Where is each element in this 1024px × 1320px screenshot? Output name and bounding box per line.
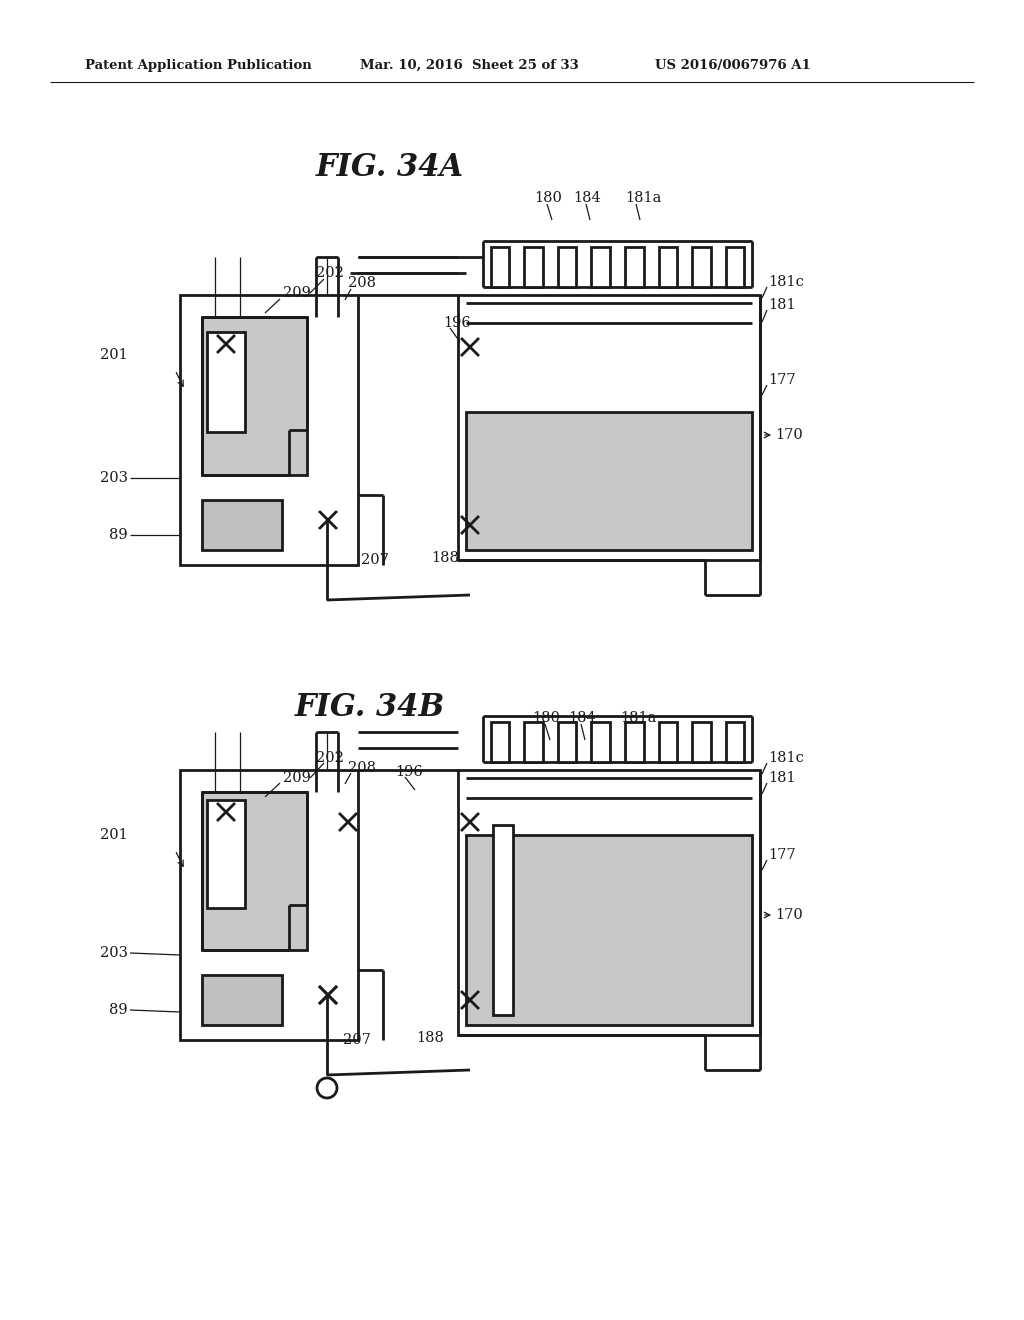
Bar <box>625 247 643 286</box>
Text: 180: 180 <box>532 711 560 725</box>
Bar <box>726 722 744 762</box>
Text: 170: 170 <box>775 908 803 921</box>
Bar <box>458 770 760 1035</box>
Text: 201: 201 <box>100 348 128 362</box>
Text: FIG. 34B: FIG. 34B <box>295 693 445 723</box>
Text: 89: 89 <box>110 528 128 543</box>
Bar <box>466 412 752 550</box>
Text: 203: 203 <box>100 946 128 960</box>
Text: 181c: 181c <box>768 751 804 766</box>
Bar <box>202 317 307 475</box>
Text: 207: 207 <box>343 1034 371 1047</box>
Bar <box>202 500 282 550</box>
Bar <box>207 800 245 908</box>
Text: 196: 196 <box>443 315 471 330</box>
Bar <box>466 836 752 1026</box>
Bar <box>207 333 245 432</box>
Bar <box>692 722 711 762</box>
Text: 180: 180 <box>535 191 562 205</box>
Bar <box>493 825 513 1015</box>
Bar <box>458 294 760 560</box>
Bar <box>466 412 752 550</box>
Text: 202: 202 <box>316 751 344 766</box>
Text: 202: 202 <box>316 267 344 280</box>
Text: 181: 181 <box>768 298 796 312</box>
Text: 188: 188 <box>431 550 459 565</box>
Bar <box>658 722 677 762</box>
Text: 177: 177 <box>768 374 796 387</box>
Text: 177: 177 <box>768 847 796 862</box>
Bar <box>592 247 610 286</box>
Text: 201: 201 <box>100 828 128 842</box>
Text: FIG. 34A: FIG. 34A <box>316 153 464 183</box>
Bar <box>466 836 752 1026</box>
Text: Mar. 10, 2016  Sheet 25 of 33: Mar. 10, 2016 Sheet 25 of 33 <box>360 58 579 71</box>
Text: 209: 209 <box>283 286 311 300</box>
Bar <box>558 247 577 286</box>
Text: 89: 89 <box>110 1003 128 1016</box>
Bar <box>180 294 358 565</box>
Bar <box>692 247 711 286</box>
Text: US 2016/0067976 A1: US 2016/0067976 A1 <box>655 58 811 71</box>
Text: 181c: 181c <box>768 275 804 289</box>
Bar <box>558 722 577 762</box>
Bar <box>202 792 307 950</box>
Text: 181a: 181a <box>625 191 662 205</box>
Bar <box>524 247 543 286</box>
Bar <box>658 247 677 286</box>
Bar <box>490 722 509 762</box>
Bar <box>490 247 509 286</box>
Text: 184: 184 <box>568 711 596 725</box>
Text: 207: 207 <box>361 553 389 568</box>
Bar <box>524 722 543 762</box>
Bar <box>180 770 358 1040</box>
Text: 170: 170 <box>775 428 803 442</box>
Text: Patent Application Publication: Patent Application Publication <box>85 58 311 71</box>
Bar <box>592 722 610 762</box>
Bar <box>625 722 643 762</box>
Text: 208: 208 <box>348 276 376 290</box>
Text: 181: 181 <box>768 771 796 785</box>
Text: 188: 188 <box>416 1031 444 1045</box>
Text: 209: 209 <box>283 771 311 785</box>
Text: 208: 208 <box>348 762 376 775</box>
Text: 181a: 181a <box>620 711 656 725</box>
Text: 203: 203 <box>100 471 128 484</box>
Text: 184: 184 <box>573 191 601 205</box>
Bar <box>202 975 282 1026</box>
Bar <box>726 247 744 286</box>
Text: 196: 196 <box>395 766 423 779</box>
